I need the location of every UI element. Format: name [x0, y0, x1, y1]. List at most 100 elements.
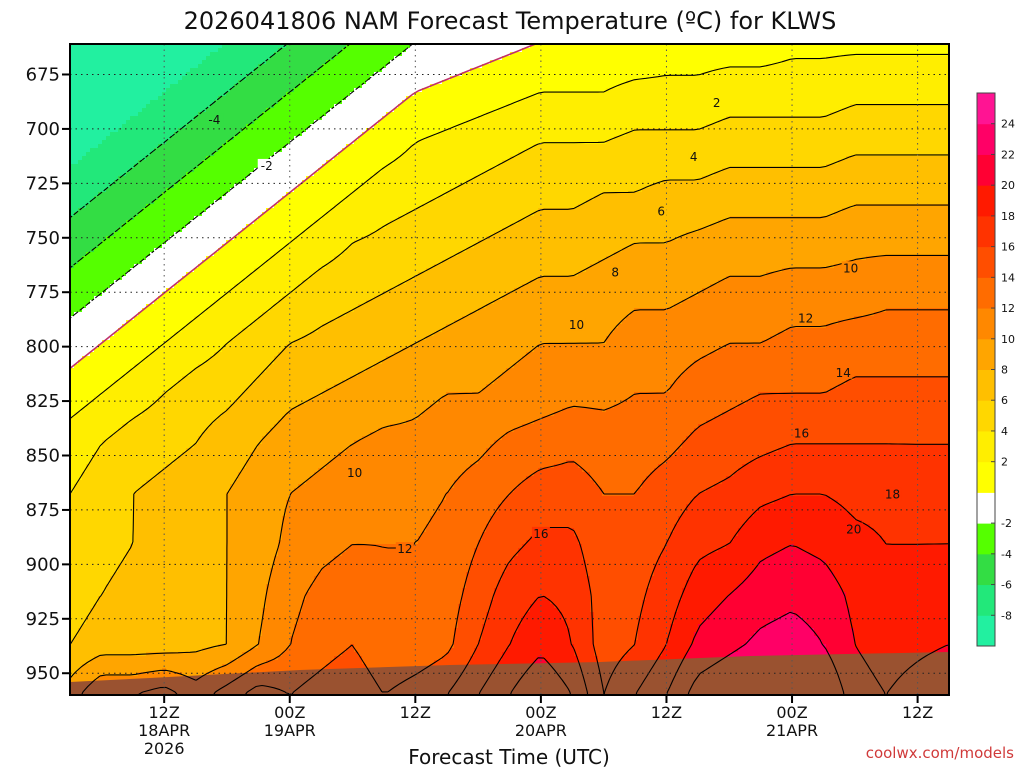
temp-cell [94, 84, 99, 89]
temp-cell [134, 124, 139, 129]
temp-cell [190, 260, 195, 265]
temp-cell [166, 412, 171, 417]
temp-cell [110, 664, 115, 669]
temp-cell [130, 140, 135, 145]
temp-cell [162, 612, 167, 617]
temp-cell [130, 256, 135, 261]
temp-cell [158, 576, 163, 581]
temp-cell [98, 544, 103, 549]
temp-cell [186, 260, 191, 265]
temp-cell [78, 132, 83, 137]
temp-cell [78, 84, 83, 89]
temp-cell [94, 60, 99, 65]
temp-cell [110, 196, 115, 201]
temp-cell [82, 148, 87, 153]
temp-cell [122, 216, 127, 221]
temp-cell [126, 424, 131, 429]
temp-cell [90, 144, 95, 149]
temp-cell [118, 468, 123, 473]
temp-cell [142, 332, 147, 337]
temp-cell [166, 244, 171, 249]
temp-cell [106, 252, 111, 257]
temp-cell [82, 168, 87, 173]
temp-cell [82, 208, 87, 213]
temp-cell [78, 196, 83, 201]
temp-cell [158, 540, 163, 545]
temp-cell [162, 584, 167, 589]
temp-cell [122, 432, 127, 437]
temp-cell [114, 624, 119, 629]
temp-cell [166, 148, 171, 153]
temp-cell [170, 260, 175, 265]
temp-cell [118, 236, 123, 241]
temp-cell [102, 596, 107, 601]
temp-cell [106, 88, 111, 93]
temp-cell [122, 404, 127, 409]
temp-cell [86, 644, 91, 649]
temp-cell [174, 340, 179, 345]
temp-cell [82, 236, 87, 241]
temp-cell [90, 488, 95, 493]
temp-cell [134, 68, 139, 73]
temp-cell [122, 60, 127, 65]
temp-cell [74, 492, 79, 497]
temp-cell [174, 276, 179, 281]
temp-cell [110, 248, 115, 253]
temp-cell [154, 304, 159, 309]
temp-cell [94, 76, 99, 81]
temp-cell [170, 192, 175, 197]
temp-cell [150, 556, 155, 561]
temp-cell [102, 380, 107, 385]
temp-cell [78, 64, 83, 69]
temp-cell [86, 136, 91, 141]
temp-cell [98, 252, 103, 257]
temp-cell [158, 68, 163, 73]
temp-cell [126, 72, 131, 77]
temp-cell [150, 388, 155, 393]
temp-cell [126, 340, 131, 345]
temp-cell [138, 280, 143, 285]
temp-cell [122, 412, 127, 417]
temp-cell [182, 116, 187, 121]
temp-cell [142, 536, 147, 541]
temp-cell [178, 68, 183, 73]
temp-cell [170, 244, 175, 249]
temp-cell [158, 604, 163, 609]
temp-cell [154, 276, 159, 281]
temp-cell [182, 544, 187, 549]
temp-cell [138, 536, 143, 541]
temp-cell [90, 544, 95, 549]
temp-cell [126, 408, 131, 413]
temp-cell [150, 320, 155, 325]
temp-cell [118, 212, 123, 217]
temp-cell [174, 404, 179, 409]
temp-cell [174, 648, 179, 653]
temp-cell [90, 208, 95, 213]
temp-cell [146, 176, 151, 181]
temp-cell [94, 300, 99, 305]
temp-cell [142, 488, 147, 493]
temp-cell [186, 604, 191, 609]
temp-cell [122, 236, 127, 241]
temp-cell [94, 620, 99, 625]
temp-cell [174, 164, 179, 169]
temp-cell [190, 340, 195, 345]
temp-cell [94, 488, 99, 493]
temp-cell [118, 556, 123, 561]
temp-cell [114, 96, 119, 101]
temp-cell [186, 152, 191, 157]
temp-cell [78, 520, 83, 525]
temp-cell [158, 408, 163, 413]
temp-cell [170, 180, 175, 185]
temp-cell [134, 272, 139, 277]
temp-cell [126, 528, 131, 533]
temp-cell [158, 252, 163, 257]
temp-cell [74, 376, 79, 381]
temp-cell [122, 256, 127, 261]
temp-cell [106, 412, 111, 417]
temp-cell [126, 376, 131, 381]
temp-cell [82, 228, 87, 233]
temp-cell [154, 660, 159, 665]
temp-cell [182, 520, 187, 525]
temp-cell [78, 620, 83, 625]
